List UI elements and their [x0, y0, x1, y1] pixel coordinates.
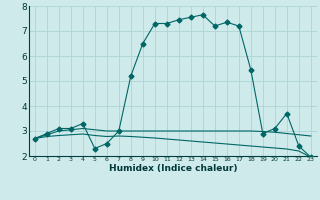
X-axis label: Humidex (Indice chaleur): Humidex (Indice chaleur) [108, 164, 237, 173]
